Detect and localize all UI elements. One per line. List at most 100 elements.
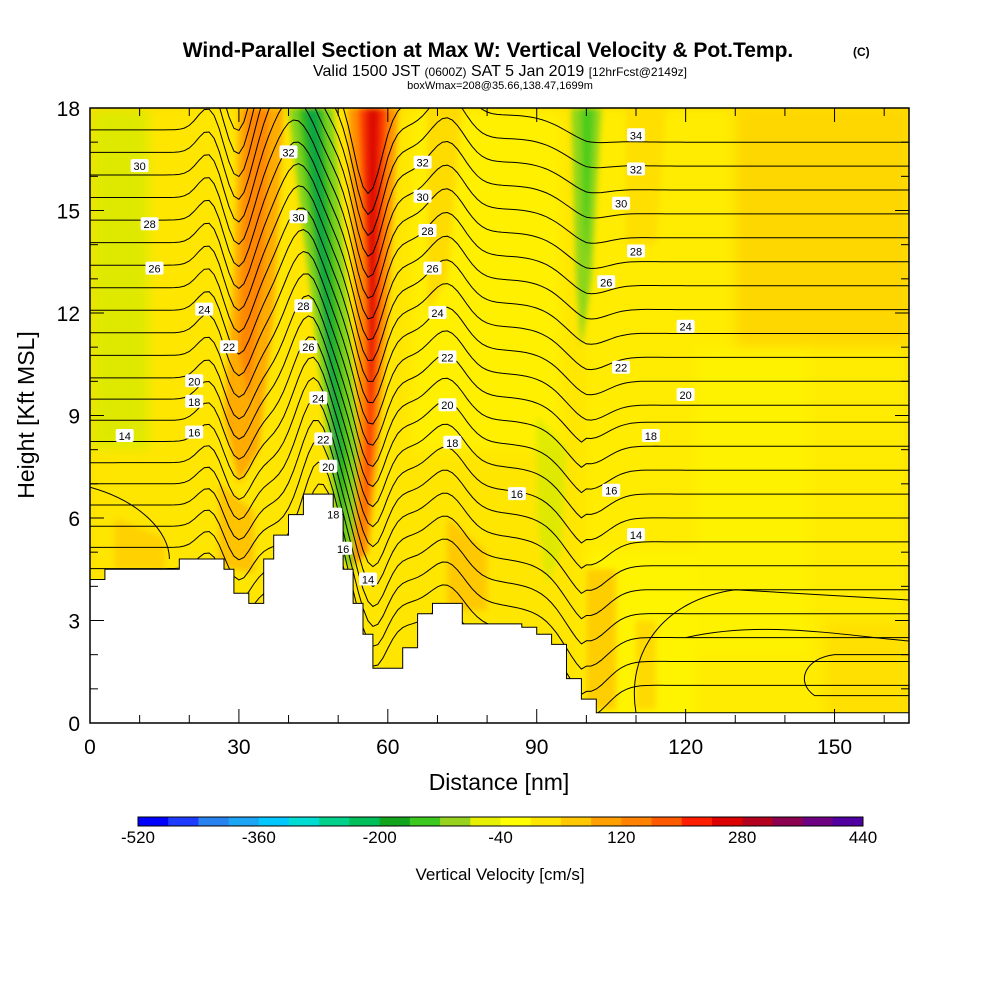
isentrope-line xyxy=(90,141,909,320)
contour-label-text: 20 xyxy=(441,400,453,412)
isentrope-line xyxy=(90,440,909,645)
contour-label-text: 24 xyxy=(679,322,691,334)
x-tick-label: 90 xyxy=(525,736,548,759)
contour-label-bg xyxy=(438,350,457,364)
contour-label: 24 xyxy=(428,306,447,320)
x-tick-label: 30 xyxy=(227,736,250,759)
contour-label: 22 xyxy=(220,340,238,354)
contour-label-bg xyxy=(627,128,645,142)
contour-label-text: 18 xyxy=(188,397,200,409)
y-tick-label: 15 xyxy=(57,201,80,224)
y-axis-ticks: 0 3 6 9 12 15 18 xyxy=(57,98,909,736)
contour-label-text: 20 xyxy=(188,376,200,388)
contour-label: 26 xyxy=(597,275,616,289)
colorbar-swatch xyxy=(409,817,441,826)
colorbar-swatch xyxy=(349,817,381,826)
isentrope-line xyxy=(90,108,909,258)
contour-label: 30 xyxy=(612,196,631,211)
contour-label-text: 28 xyxy=(143,219,155,231)
chart-subtitle: Valid 1500 JST (0600Z) SAT 5 Jan 2019 [1… xyxy=(313,63,687,80)
contour-label: 30 xyxy=(289,210,308,224)
isentrope-line xyxy=(90,108,909,237)
contour-label-bg xyxy=(220,340,238,354)
y-tick-label: 9 xyxy=(68,406,80,429)
contour-label: 26 xyxy=(299,340,318,354)
field-band xyxy=(695,347,810,655)
colorbar-swatch xyxy=(319,817,350,826)
contour-label-text: 16 xyxy=(337,544,349,556)
colorbar-tick-label: 280 xyxy=(728,828,756,847)
contour-label: 28 xyxy=(294,299,313,313)
colorbar-tick-labels: -520 -360 -200 -40 120 280 440 xyxy=(121,828,877,847)
vertical-velocity-field xyxy=(90,108,909,723)
contour-label-text: 22 xyxy=(223,342,235,354)
contour-label-bg xyxy=(627,162,645,176)
contour-label-text: 32 xyxy=(416,158,428,170)
contour-label-text: 26 xyxy=(148,264,160,276)
contour-label-text: 18 xyxy=(327,510,339,522)
contour-label-text: 16 xyxy=(511,489,523,501)
chart-title: Wind-Parallel Section at Max W: Vertical… xyxy=(183,39,794,62)
plot-area: 14 14 14 16 16 16 16 18 18 18 18 20 20 20 20 22 22 22 22 24… xyxy=(90,108,909,723)
contour-label-bg xyxy=(507,487,526,501)
updraft-secondary-core xyxy=(238,108,269,399)
contour-label: 28 xyxy=(140,217,159,231)
isentrope-line xyxy=(219,108,909,216)
field-patch xyxy=(114,518,165,570)
contour-label-bg xyxy=(443,435,462,449)
contour-label-text: 26 xyxy=(302,342,314,354)
contour-label-text: 20 xyxy=(679,390,691,402)
colorbar-swatch xyxy=(832,817,864,826)
contour-label: 22 xyxy=(612,360,631,375)
contour-label: 20 xyxy=(676,388,695,402)
contour-label-bg xyxy=(413,189,432,203)
isentrope-line xyxy=(90,185,909,362)
contour-label: 18 xyxy=(324,507,343,522)
contour-label-bg xyxy=(597,275,616,289)
y-tick-label: 3 xyxy=(68,611,80,634)
contour-label-bg xyxy=(299,340,318,354)
field-patch xyxy=(447,518,488,611)
subtitle-utc: (0600Z) xyxy=(425,65,467,79)
isentrope-line xyxy=(90,273,909,446)
isentrope-line xyxy=(90,315,909,494)
contour-label-bg xyxy=(676,319,695,333)
isentrope-line xyxy=(90,419,909,620)
colorbar-swatch xyxy=(530,817,562,826)
contour-label-text: 16 xyxy=(605,486,617,498)
contour-label: 16 xyxy=(334,541,353,556)
colorbar-swatch xyxy=(258,817,290,826)
isentrope-line xyxy=(90,294,909,468)
contour-label: 32 xyxy=(279,145,298,159)
field-band xyxy=(824,620,909,723)
contour-label: 14 xyxy=(359,572,377,587)
contour-label-bg xyxy=(185,425,204,439)
isentrope-line xyxy=(90,461,909,670)
colorbar-swatch xyxy=(440,817,471,826)
colorbar-swatch xyxy=(802,817,834,826)
contour-label-text: 34 xyxy=(630,130,642,142)
colorbar-frame xyxy=(137,816,864,827)
colorbar-swatch xyxy=(168,817,199,826)
isentrope-line xyxy=(90,207,909,382)
contour-label-bg xyxy=(413,155,432,169)
contour-label: 28 xyxy=(418,224,437,238)
title-mark: (C) xyxy=(853,45,870,59)
isentrope-line xyxy=(90,108,909,278)
contour-label-bg xyxy=(627,528,645,542)
x-tick-label: 0 xyxy=(84,736,96,759)
contour-label-bg xyxy=(145,261,164,275)
contour-label-text: 16 xyxy=(188,428,200,440)
colorbar xyxy=(137,816,864,827)
field-patch xyxy=(219,483,254,573)
x-tick-label: 60 xyxy=(376,736,399,759)
contour-label-text: 28 xyxy=(297,301,309,313)
subtitle-valid: Valid 1500 JST xyxy=(313,63,424,80)
contour-label: 30 xyxy=(130,159,149,173)
contour-label-bg xyxy=(185,374,204,388)
contour-label-text: 30 xyxy=(416,192,428,204)
colorbar-swatch xyxy=(289,817,320,826)
subtitle-fcst: [12hrFcst@2149z] xyxy=(589,65,687,79)
field-band xyxy=(735,108,909,348)
isentrope-line xyxy=(90,356,909,544)
